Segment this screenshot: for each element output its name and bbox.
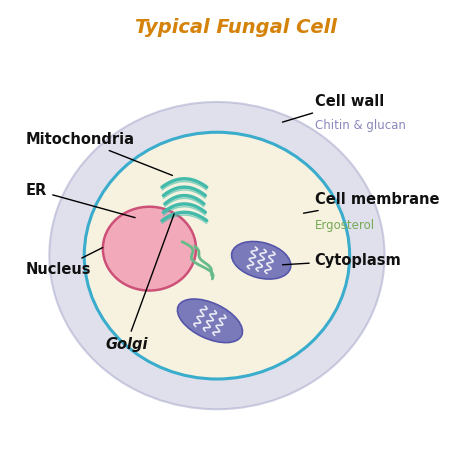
Text: Cytoplasm: Cytoplasm	[283, 253, 401, 268]
Text: Cell wall: Cell wall	[283, 94, 384, 122]
Ellipse shape	[49, 102, 384, 409]
Text: Cell membrane: Cell membrane	[303, 192, 439, 213]
Text: ER: ER	[26, 183, 135, 218]
Text: Ergosterol: Ergosterol	[315, 219, 375, 232]
Text: Nucleus: Nucleus	[26, 247, 103, 277]
Ellipse shape	[84, 132, 350, 379]
Text: Chitin & glucan: Chitin & glucan	[315, 119, 406, 132]
Ellipse shape	[177, 299, 243, 343]
Text: Golgi: Golgi	[105, 214, 174, 352]
Ellipse shape	[103, 207, 196, 291]
Text: Typical Fungal Cell: Typical Fungal Cell	[135, 18, 337, 37]
Ellipse shape	[232, 241, 291, 279]
Text: Mitochondria: Mitochondria	[26, 132, 173, 175]
